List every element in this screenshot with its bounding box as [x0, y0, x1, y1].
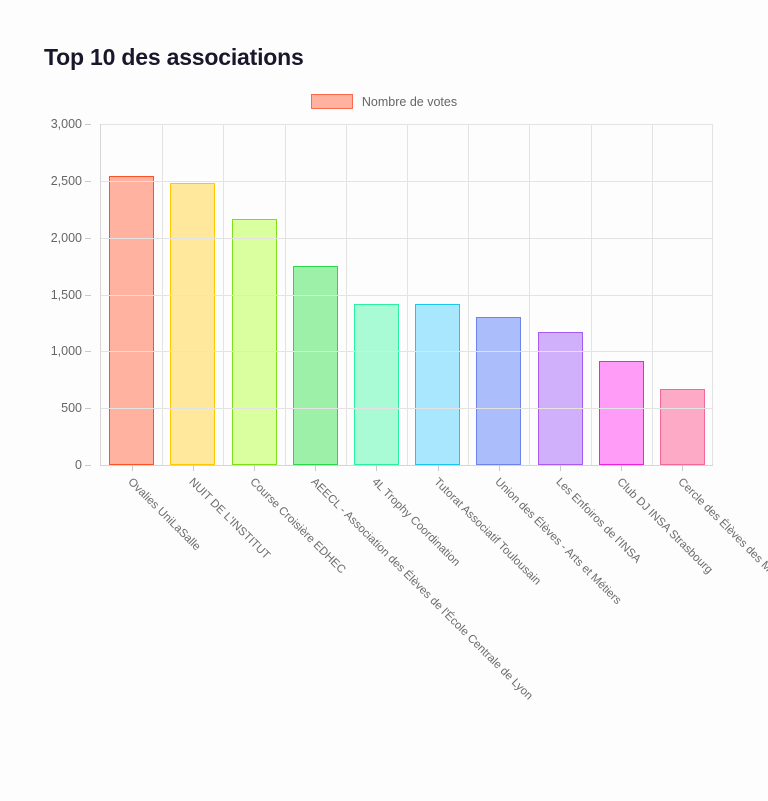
x-axis-labels: Ovalies UniLaSalle NUIT DE L'INSTITUT Cour… — [100, 472, 768, 772]
plot-area — [100, 124, 713, 471]
y-axis-tick-label: 0 — [75, 458, 91, 472]
x-label-slot: Club DJ INSA Strasbourg — [590, 472, 715, 772]
y-axis-tick-label: 500 — [61, 401, 91, 415]
bar[interactable] — [537, 332, 583, 465]
y-axis: 0 500 1,000 1,500 2,000 2,500 3,000 — [0, 117, 92, 472]
x-label-slot: NUIT DE L'INSTITUT — [161, 472, 272, 772]
bar-slot — [652, 124, 713, 471]
y-axis-tick-label: 1,000 — [51, 344, 91, 358]
y-axis-tick-mark — [85, 408, 91, 410]
bar-group — [101, 124, 713, 471]
bar-slot — [591, 124, 652, 471]
gridline-vertical — [712, 124, 713, 465]
bar-slot — [285, 124, 346, 471]
x-label-slot: Ovalies UniLaSalle — [100, 472, 202, 772]
gridline-vertical — [162, 124, 163, 465]
bar[interactable] — [598, 361, 644, 465]
x-label-slot: AEECL - Association des Élèves de l'Écol… — [284, 472, 535, 772]
x-axis-tick-mark — [376, 465, 378, 471]
x-label-slot: Tutorat Associatif Toulousain — [406, 472, 543, 772]
bar[interactable] — [292, 265, 338, 465]
legend-label-nombre-de-votes: Nombre de votes — [361, 94, 458, 109]
bar-slot — [407, 124, 468, 471]
gridline-vertical — [529, 124, 530, 465]
bar[interactable] — [476, 317, 522, 465]
y-axis-tick-mark — [85, 294, 91, 296]
chart-plot-wrapper: 0 500 1,000 1,500 2,000 2,500 3,000 — [0, 117, 768, 478]
bar[interactable] — [353, 303, 399, 465]
x-label-slot: Cercle des Élèves des Mines d'Alès — [651, 472, 768, 772]
x-axis-tick-mark — [437, 465, 439, 471]
x-axis-tick-mark — [560, 465, 562, 471]
x-axis-tick-mark — [254, 465, 255, 471]
gridline-vertical — [468, 124, 469, 465]
gridline-vertical — [591, 124, 592, 465]
y-axis-tick-label: 2,000 — [51, 231, 91, 245]
bar-slot — [101, 124, 162, 471]
bar[interactable] — [231, 219, 277, 465]
y-axis-tick-label: 1,500 — [51, 288, 91, 302]
bar-slot — [162, 124, 223, 471]
x-axis-tick-mark — [682, 465, 684, 471]
x-label-slot: Course Croisière EDHEC — [222, 472, 347, 772]
y-axis-tick-label: 3,000 — [51, 117, 91, 131]
x-axis-tick-mark — [131, 465, 133, 471]
gridline-vertical — [223, 124, 224, 465]
page-title: Top 10 des associations — [44, 44, 304, 70]
y-axis-tick-mark — [85, 124, 91, 125]
x-axis-tick-mark — [621, 465, 623, 471]
x-label-slot: Les Enfoiros de l'INSA — [528, 472, 643, 772]
x-label-slot: Union des Élèves - Arts et Métiers — [467, 472, 623, 772]
x-axis-tick-mark — [192, 465, 194, 471]
x-axis-tick-mark — [315, 465, 317, 471]
y-axis-tick-mark — [85, 180, 91, 182]
bar-slot — [346, 124, 407, 471]
bar-slot — [529, 124, 590, 471]
x-axis-tick-mark — [498, 465, 500, 471]
gridline-vertical — [346, 124, 347, 465]
y-axis-tick-label: 2,500 — [51, 174, 91, 188]
x-label-slot: 4L Trophy Coordination — [345, 472, 463, 772]
bar[interactable] — [109, 176, 155, 465]
gridline-vertical — [407, 124, 408, 465]
y-axis-tick-mark — [85, 465, 91, 466]
y-axis-tick-mark — [85, 237, 91, 239]
bar-slot — [223, 124, 284, 471]
bar[interactable] — [170, 182, 216, 465]
gridline-vertical — [652, 124, 653, 465]
x-axis-tick-label: Cercle des Élèves des Mines d'Alès — [675, 476, 768, 613]
chart-legend: Nombre de votes — [0, 94, 768, 109]
bar-slot — [468, 124, 529, 471]
legend-swatch-nombre-de-votes — [310, 94, 353, 109]
bar[interactable] — [659, 388, 705, 465]
bar[interactable] — [415, 304, 461, 465]
gridline-vertical — [285, 124, 286, 465]
y-axis-tick-mark — [85, 351, 91, 353]
